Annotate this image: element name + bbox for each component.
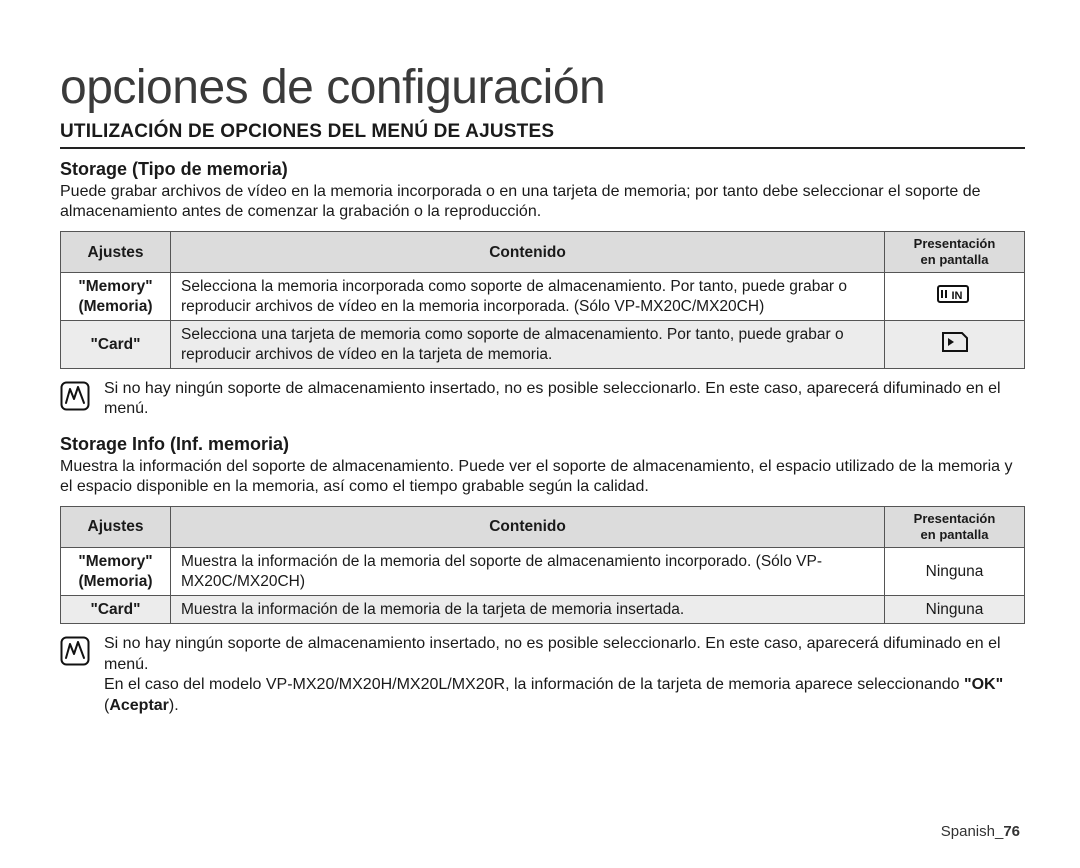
storage-type-note: Si no hay ningún soporte de almacenamien…: [60, 379, 1025, 420]
note-line2-pre: En el caso del modelo VP-MX20/MX20H/MX20…: [104, 676, 964, 693]
th-present-line2: en pantalla: [921, 527, 989, 542]
memory-card-icon: [940, 330, 970, 354]
row-label-sub: (Memoria): [71, 297, 160, 316]
th-presentacion: Presentación en pantalla: [885, 231, 1025, 273]
svg-text:IN: IN: [951, 290, 962, 302]
storage-type-heading: Storage (Tipo de memoria): [60, 159, 1025, 180]
row-present: Ninguna: [885, 548, 1025, 596]
storage-info-heading: Storage Info (Inf. memoria): [60, 434, 1025, 455]
th-contenido: Contenido: [171, 231, 885, 273]
section-heading: UTILIZACIÓN DE OPCIONES DEL MENÚ DE AJUS…: [60, 121, 1025, 149]
page-footer: Spanish_76: [941, 823, 1020, 840]
table-row: "Card" Selecciona una tarjeta de memoria…: [61, 321, 1025, 369]
storage-info-note: Si no hay ningún soporte de almacenamien…: [60, 634, 1025, 716]
row-present: Ninguna: [885, 596, 1025, 624]
note-paren-close: ).: [169, 697, 179, 714]
storage-type-description: Puede grabar archivos de vídeo en la mem…: [60, 182, 1025, 223]
note-aceptar: Aceptar: [109, 697, 169, 714]
row-label: "Card": [71, 335, 160, 354]
th-present-line1: Presentación: [914, 511, 996, 526]
footer-lang: Spanish_: [941, 823, 1004, 840]
table-row: "Memory" (Memoria) Muestra la informació…: [61, 548, 1025, 596]
note-text: Si no hay ningún soporte de almacenamien…: [104, 634, 1025, 716]
page-title: opciones de configuración: [60, 60, 1025, 115]
row-label-sub: (Memoria): [71, 572, 160, 591]
row-content: Selecciona una tarjeta de memoria como s…: [171, 321, 885, 369]
table-row: "Card" Muestra la información de la memo…: [61, 596, 1025, 624]
table-row: "Memory" (Memoria) Selecciona la memoria…: [61, 273, 1025, 321]
row-label: "Memory": [71, 552, 160, 571]
th-presentacion: Presentación en pantalla: [885, 506, 1025, 548]
storage-info-table: Ajustes Contenido Presentación en pantal…: [60, 506, 1025, 625]
th-present-line2: en pantalla: [921, 252, 989, 267]
th-contenido: Contenido: [171, 506, 885, 548]
note-icon: [60, 381, 90, 416]
row-label: "Memory": [71, 277, 160, 296]
row-icon-cell: [885, 321, 1025, 369]
row-content: Muestra la información de la memoria del…: [171, 548, 885, 596]
storage-info-description: Muestra la información del soporte de al…: [60, 457, 1025, 498]
footer-page-number: 76: [1003, 823, 1020, 840]
storage-type-table: Ajustes Contenido Presentación en pantal…: [60, 231, 1025, 369]
note-ok: "OK": [964, 676, 1003, 693]
note-icon: [60, 636, 90, 671]
note-line1: Si no hay ningún soporte de almacenamien…: [104, 635, 1001, 672]
row-label: "Card": [71, 600, 160, 619]
note-text: Si no hay ningún soporte de almacenamien…: [104, 379, 1025, 420]
row-content: Muestra la información de la memoria de …: [171, 596, 885, 624]
row-content: Selecciona la memoria incorporada como s…: [171, 273, 885, 321]
row-icon-cell: IN: [885, 273, 1025, 321]
th-ajustes: Ajustes: [61, 231, 171, 273]
memory-in-icon: IN: [937, 282, 973, 306]
th-present-line1: Presentación: [914, 236, 996, 251]
th-ajustes: Ajustes: [61, 506, 171, 548]
